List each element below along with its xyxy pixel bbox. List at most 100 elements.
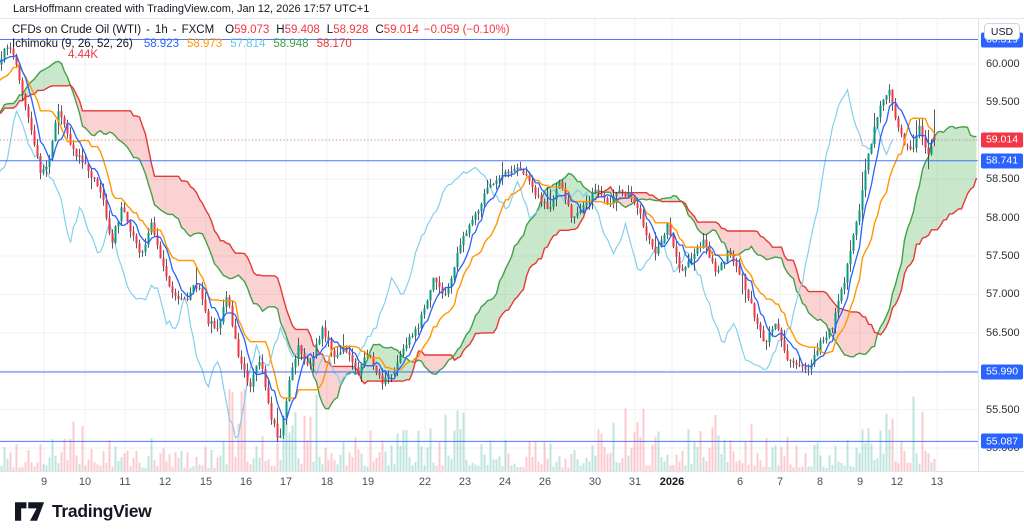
chart-canvas[interactable]: CFDs on Crude Oil (WTI) - 1h - FXCM O59.… (0, 19, 978, 471)
interval-label[interactable]: 1h (154, 24, 168, 36)
volume-bar (90, 449, 93, 471)
candle-body (489, 184, 492, 188)
footer: TradingView (0, 492, 1024, 532)
volume-bar (27, 450, 30, 471)
volume-bar (153, 460, 156, 471)
volume-bar (180, 451, 183, 471)
volume-bar (96, 464, 99, 471)
candle-body (645, 226, 648, 236)
tradingview-logo[interactable]: TradingView (15, 501, 152, 522)
price-axis[interactable]: USD 60.000 59.500 58.500 58.000 57.500 57.000… (978, 19, 1024, 471)
volume-bar (855, 447, 858, 471)
candle-body (720, 263, 723, 271)
candle-body (129, 222, 132, 232)
candle-body (714, 261, 717, 272)
volume-bar (720, 454, 723, 471)
volume-bar (618, 462, 621, 471)
candle-body (696, 247, 699, 254)
price-tick-label: 57.500 (986, 250, 1020, 262)
volume-bar (588, 461, 591, 471)
candle-body (3, 48, 6, 59)
volume-bar (519, 466, 522, 471)
candle-body (627, 192, 630, 197)
candle-body (39, 155, 42, 173)
volume-bar (48, 457, 51, 471)
volume-bar (615, 462, 618, 471)
volume-bar (18, 467, 21, 471)
time-tick-label: 18 (320, 476, 334, 488)
volume-bar (543, 442, 546, 471)
candle-body (153, 222, 156, 235)
volume-bar (672, 465, 675, 471)
volume-bar (717, 435, 720, 471)
time-axis[interactable]: 9 10 11 12 15 16 17 18 19 22 23 24 26 30 31 2026 6 7 8 9 12 1… (0, 471, 1024, 493)
time-tick-label: 13 (930, 476, 944, 488)
volume-bar (654, 436, 657, 471)
volume-bar (33, 466, 36, 471)
candle-body (759, 324, 762, 331)
candle-body (558, 181, 561, 189)
candle-body (33, 130, 36, 145)
candle-body (495, 180, 498, 185)
time-tick-label: 6 (736, 476, 744, 488)
volume-bar (318, 456, 321, 471)
volume-bar (171, 466, 174, 471)
candle-body (69, 133, 72, 145)
symbol-legend-row[interactable]: CFDs on Crude Oil (WTI) - 1h - FXCM O59.… (12, 23, 510, 37)
volume-bar (276, 429, 279, 471)
volume-bar (432, 462, 435, 471)
volume-bar (882, 453, 885, 471)
candle-body (702, 239, 705, 248)
volume-bar (510, 465, 513, 471)
candle-body (891, 89, 894, 105)
candle-body (513, 169, 516, 172)
volume-bar (189, 467, 192, 471)
volume-bar (417, 430, 420, 471)
candle-body (273, 419, 276, 424)
volume-bar (714, 414, 717, 471)
candle-body (636, 203, 639, 209)
volume-bar (255, 446, 258, 471)
currency-button[interactable]: USD (984, 23, 1020, 40)
volume-bar (693, 441, 696, 471)
price-tick-label: 57.000 (986, 288, 1020, 301)
time-tick-label: 26 (538, 476, 552, 488)
candle-body (123, 207, 126, 213)
candle-body (87, 164, 90, 172)
time-tick-label: 17 (279, 476, 293, 488)
candle-body (633, 198, 636, 204)
indicator-title[interactable]: Ichimoku (9, 26, 52, 26) (12, 38, 133, 50)
last-price-badge: 59.014 (981, 132, 1023, 148)
volume-bar (258, 457, 261, 471)
candle-body (732, 253, 735, 262)
volume-bar (72, 421, 75, 471)
volume-bar (843, 465, 846, 471)
volume-bar (60, 452, 63, 471)
candle-body (822, 340, 825, 342)
volume-bar (522, 467, 525, 471)
candle-body (471, 219, 474, 225)
chart-svg (0, 19, 978, 471)
candle-body (216, 327, 219, 329)
candle-body (753, 303, 756, 318)
indicator-legend-row[interactable]: Ichimoku (9, 26, 52, 26) 58.923 58.973 57.… (12, 37, 510, 51)
candle-body (729, 251, 732, 254)
volume-bar (135, 450, 138, 471)
time-tick-label: 16 (239, 476, 253, 488)
volume-bar (549, 443, 552, 471)
candle-body (933, 135, 936, 140)
volume-bar (597, 429, 600, 471)
symbol-title[interactable]: CFDs on Crude Oil (WTI) (12, 24, 142, 36)
volume-bar (54, 455, 57, 471)
volume-bar (237, 423, 240, 471)
candle-body (117, 221, 120, 227)
volume-bar (663, 461, 666, 471)
candle-body (843, 282, 846, 290)
candle-body (51, 140, 54, 159)
candle-body (36, 144, 39, 156)
volume-bar (732, 451, 735, 471)
candle-body (105, 200, 108, 219)
candle-body (663, 234, 666, 243)
candle-body (681, 268, 684, 271)
candle-body (186, 298, 189, 300)
